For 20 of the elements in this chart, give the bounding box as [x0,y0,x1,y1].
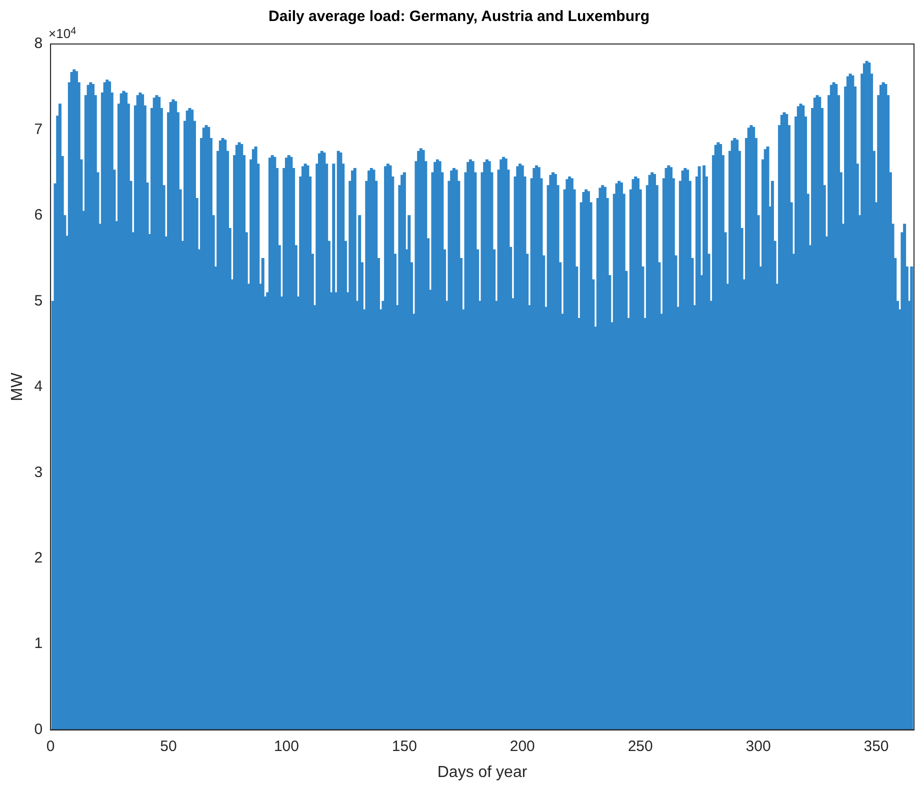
y-tick-label: 6 [34,206,43,224]
x-tick-label: 0 [46,738,55,755]
y-tick-label: 1 [34,635,43,652]
y-tick-label: 4 [34,378,43,396]
y-axis-title: MW [9,372,26,402]
x-tick-label: 50 [160,738,177,755]
y-tick-label: 2 [34,549,43,566]
x-tick-label: 200 [510,738,535,755]
y-tick-label: 0 [34,720,43,738]
y-tick-label: 5 [34,292,43,310]
chart-title: Daily average load: Germany, Austria and Luxemburg [268,8,650,26]
x-tick-label: 350 [864,738,889,755]
y-tick-label: 3 [34,464,43,481]
x-tick-label: 150 [392,738,417,755]
y-tick-label: 8 [34,35,43,52]
x-tick-label: 300 [746,738,771,755]
x-tick-label: 250 [628,738,653,755]
x-axis-title: Days of year [437,764,528,781]
x-tick-label: 100 [274,738,299,755]
y-tick-label: 7 [34,120,43,138]
